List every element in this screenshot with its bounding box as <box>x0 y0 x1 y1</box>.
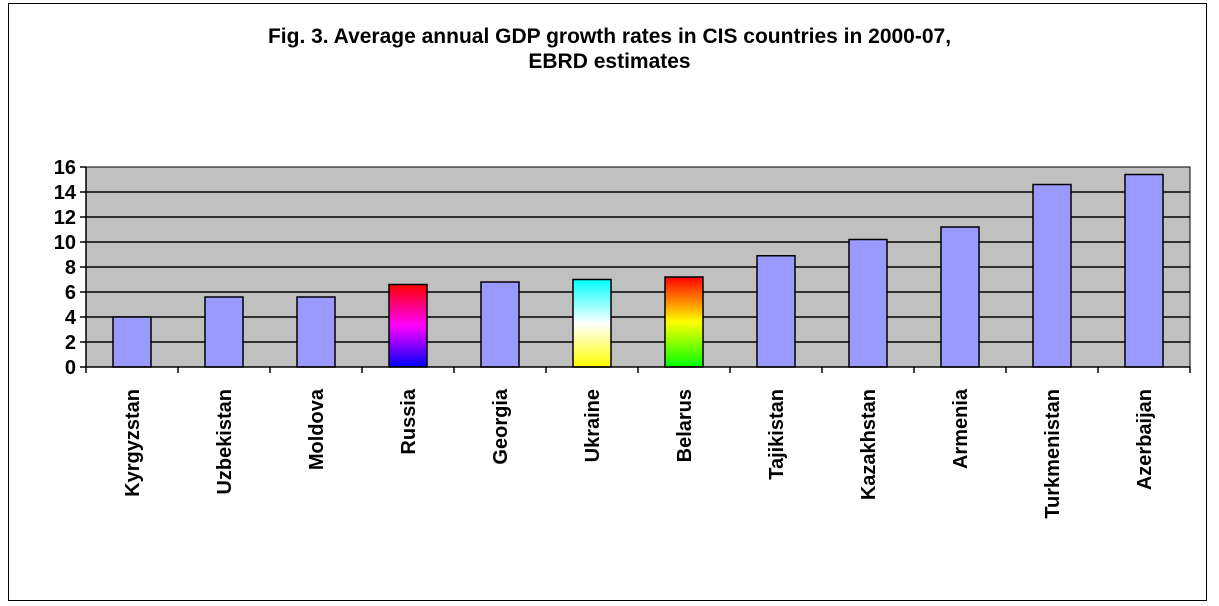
axes <box>80 166 1191 373</box>
x-category-label: Tajikistan <box>766 389 788 480</box>
y-tick-label: 16 <box>54 157 76 179</box>
chart-title: Fig. 3. Average annual GDP growth rates … <box>0 24 1219 74</box>
y-tick-label: 10 <box>54 232 76 254</box>
x-category-label: Ukraine <box>582 389 604 462</box>
bar-azerbaijan <box>1124 173 1164 368</box>
bar-belarus <box>664 276 704 368</box>
x-category-label: Kyrgyzstan <box>122 389 144 497</box>
bar-tajikistan <box>756 255 796 368</box>
bar-uzbekistan <box>204 296 244 368</box>
y-tick-label: 12 <box>54 207 76 229</box>
y-tick-label: 4 <box>65 307 77 329</box>
x-category-label: Turkmenistan <box>1042 389 1064 519</box>
x-category-label: Armenia <box>950 388 972 469</box>
bar-ukraine <box>572 278 612 368</box>
y-tick-label: 8 <box>65 257 76 279</box>
bar-russia <box>388 283 428 368</box>
chart-title-line-1: Fig. 3. Average annual GDP growth rates … <box>267 25 952 48</box>
bar-turkmenistan <box>1032 183 1072 368</box>
bars <box>112 173 1164 368</box>
bar-kyrgyzstan <box>112 316 152 368</box>
x-category-label: Belarus <box>674 389 696 462</box>
x-category-label: Kazakhstan <box>858 389 880 500</box>
y-tick-label: 14 <box>54 182 77 204</box>
x-category-label: Uzbekistan <box>214 389 236 495</box>
bar-armenia <box>940 226 980 368</box>
gridlines <box>86 191 1190 343</box>
x-category-label: Moldova <box>306 388 328 470</box>
y-tick-label: 6 <box>65 282 76 304</box>
x-category-label: Russia <box>398 388 420 454</box>
x-axis-labels: Kyrgyzstan Uzbekistan Moldova Russia Georgia… <box>122 388 1156 519</box>
bar-georgia <box>480 281 520 368</box>
y-axis-ticks: 0 2 4 6 8 10 12 14 16 <box>54 157 77 379</box>
x-category-label: Georgia <box>490 388 512 464</box>
bar-moldova <box>296 296 336 368</box>
chart-title-line-2: EBRD estimates <box>528 50 691 73</box>
bar-kazakhstan <box>848 238 888 368</box>
y-tick-label: 2 <box>65 332 76 354</box>
y-tick-label: 0 <box>65 357 76 379</box>
x-category-label: Azerbaijan <box>1134 389 1156 490</box>
